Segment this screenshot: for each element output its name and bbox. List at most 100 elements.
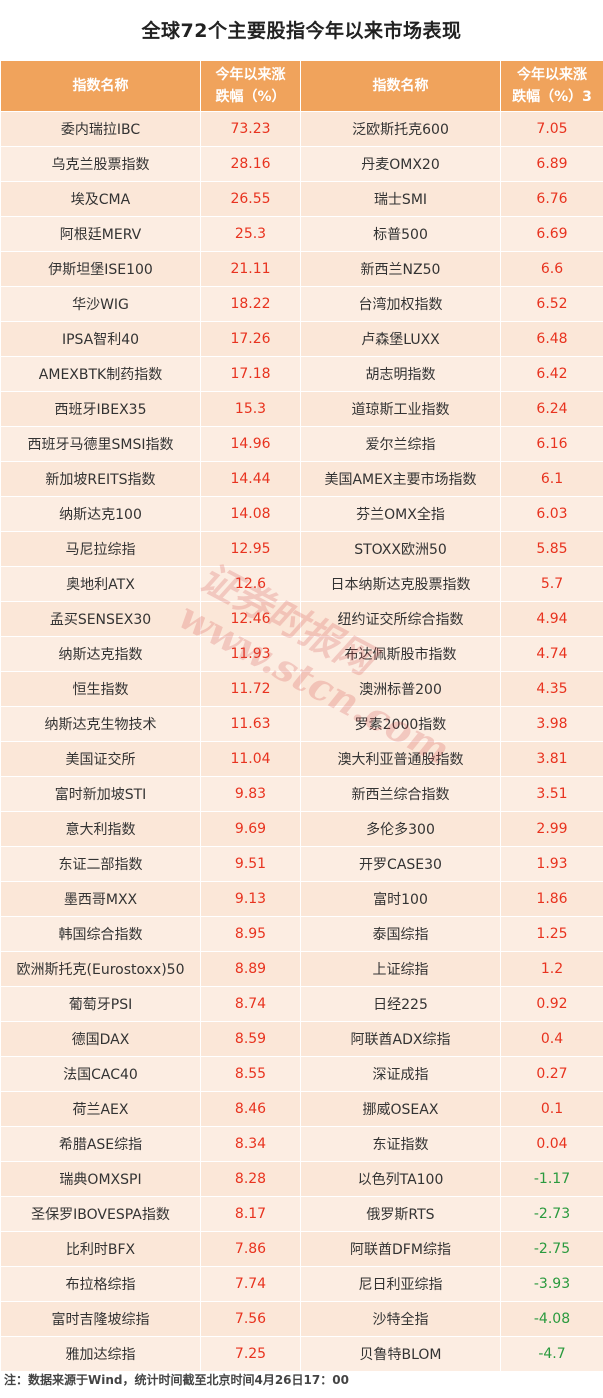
change-value-cell: 6.42 [500, 356, 603, 392]
index-name-cell: 日本纳斯达克股票指数 [300, 566, 501, 602]
index-name-cell: 新西兰NZ50 [300, 251, 501, 287]
table-row: 瑞典OMXSPI 8.28 以色列TA100 -1.17 [0, 1161, 603, 1197]
index-name-cell: 意大利指数 [0, 811, 201, 847]
change-value-cell: 11.63 [200, 706, 301, 742]
index-name-cell: 墨西哥MXX [0, 881, 201, 917]
change-value-cell: 15.3 [200, 391, 301, 427]
change-value-cell: 1.93 [500, 846, 603, 882]
table-row: 法国CAC40 8.55 深证成指 0.27 [0, 1056, 603, 1092]
index-name-cell: 美国证交所 [0, 741, 201, 777]
change-value-cell: 9.13 [200, 881, 301, 917]
index-name-cell: 恒生指数 [0, 671, 201, 707]
table-row: 希腊ASE综指 8.34 东证指数 0.04 [0, 1126, 603, 1162]
source-note: 注：数据来源于Wind，统计时间截至北京时间4月26日17：00 [4, 1373, 349, 1387]
change-value-cell: 6.52 [500, 286, 603, 322]
change-value-cell: 26.55 [200, 181, 301, 217]
change-value-cell: 12.6 [200, 566, 301, 602]
index-name-cell: 开罗CASE30 [300, 846, 501, 882]
change-value-cell: 4.35 [500, 671, 603, 707]
change-value-cell: 6.76 [500, 181, 603, 217]
index-name-cell: 澳洲标普200 [300, 671, 501, 707]
index-name-cell: 西班牙马德里SMSI指数 [0, 426, 201, 462]
change-value-cell: 7.86 [200, 1231, 301, 1267]
index-name-cell: 布拉格综指 [0, 1266, 201, 1302]
index-name-cell: 富时吉隆坡综指 [0, 1301, 201, 1337]
header-label: 指数名称 [72, 78, 129, 94]
change-value-cell: 8.46 [200, 1091, 301, 1127]
index-name-cell: 葡萄牙PSI [0, 986, 201, 1022]
index-name-cell: 东证指数 [300, 1126, 501, 1162]
change-value-cell: 11.72 [200, 671, 301, 707]
table-row: 墨西哥MXX 9.13 富时100 1.86 [0, 881, 603, 917]
change-value-cell: 28.16 [200, 146, 301, 182]
change-value-cell: 25.3 [200, 216, 301, 252]
index-name-cell: 阿联酋DFM综指 [300, 1231, 501, 1267]
table-row: 圣保罗IBOVESPA指数 8.17 俄罗斯RTS -2.73 [0, 1196, 603, 1232]
table-row: 乌克兰股票指数 28.16 丹麦OMX20 6.89 [0, 146, 603, 182]
change-value-cell: 0.92 [500, 986, 603, 1022]
index-name-cell: 法国CAC40 [0, 1056, 201, 1092]
table-row: 韩国综合指数 8.95 泰国综指 1.25 [0, 916, 603, 952]
change-value-cell: 0.1 [500, 1091, 603, 1127]
change-value-cell: 14.96 [200, 426, 301, 462]
index-name-cell: 纳斯达克指数 [0, 636, 201, 672]
change-value-cell: 6.16 [500, 426, 603, 462]
change-value-cell: 9.69 [200, 811, 301, 847]
change-value-cell: -4.08 [500, 1301, 603, 1337]
change-value-cell: 8.59 [200, 1021, 301, 1057]
index-name-cell: AMEXBTK制药指数 [0, 356, 201, 392]
index-name-cell: 华沙WIG [0, 286, 201, 322]
index-name-cell: 东证二部指数 [0, 846, 201, 882]
change-value-cell: 6.69 [500, 216, 603, 252]
index-name-cell: 沙特全指 [300, 1301, 501, 1337]
index-name-cell: 埃及CMA [0, 181, 201, 217]
index-name-cell: 马尼拉综指 [0, 531, 201, 567]
change-value-cell: 3.81 [500, 741, 603, 777]
change-value-cell: -2.75 [500, 1231, 603, 1267]
index-name-cell: 新西兰综合指数 [300, 776, 501, 812]
change-value-cell: 6.1 [500, 461, 603, 497]
page-title: 全球72个主要股指今年以来市场表现 [141, 20, 462, 42]
change-value-cell: 3.51 [500, 776, 603, 812]
change-value-cell: -4.7 [500, 1336, 603, 1372]
table-header-row: 指数名称 今年以来涨 跌幅（%） 指数名称 今年以来涨 跌幅（%）3 [0, 60, 603, 112]
index-name-cell: 西班牙IBEX35 [0, 391, 201, 427]
change-value-cell: 9.51 [200, 846, 301, 882]
index-name-cell: 罗素2000指数 [300, 706, 501, 742]
change-value-cell: 6.24 [500, 391, 603, 427]
index-name-cell: 瑞士SMI [300, 181, 501, 217]
change-value-cell: 8.89 [200, 951, 301, 987]
index-name-cell: 新加坡REITS指数 [0, 461, 201, 497]
table-row: IPSA智利40 17.26 卢森堡LUXX 6.48 [0, 321, 603, 357]
index-name-cell: 日经225 [300, 986, 501, 1022]
table-row: 富时吉隆坡综指 7.56 沙特全指 -4.08 [0, 1301, 603, 1337]
table-row: 比利时BFX 7.86 阿联酋DFM综指 -2.75 [0, 1231, 603, 1267]
change-value-cell: -2.73 [500, 1196, 603, 1232]
change-value-cell: 8.95 [200, 916, 301, 952]
change-value-cell: 5.7 [500, 566, 603, 602]
index-performance-table: 指数名称 今年以来涨 跌幅（%） 指数名称 今年以来涨 跌幅（%）3 委内瑞拉I… [0, 60, 603, 1372]
index-name-cell: 俄罗斯RTS [300, 1196, 501, 1232]
table-row: 埃及CMA 26.55 瑞士SMI 6.76 [0, 181, 603, 217]
header-index-name-right: 指数名称 [300, 60, 501, 112]
table-row: 纳斯达克指数 11.93 布达佩斯股市指数 4.74 [0, 636, 603, 672]
change-value-cell: 6.6 [500, 251, 603, 287]
change-value-cell: 18.22 [200, 286, 301, 322]
index-name-cell: 爱尔兰综指 [300, 426, 501, 462]
index-name-cell: 澳大利亚普通股指数 [300, 741, 501, 777]
index-name-cell: 尼日利亚综指 [300, 1266, 501, 1302]
table-row: 纳斯达克100 14.08 芬兰OMX全指 6.03 [0, 496, 603, 532]
index-name-cell: 乌克兰股票指数 [0, 146, 201, 182]
header-label: 今年以来涨 [215, 67, 286, 83]
table-row: 荷兰AEX 8.46 挪威OSEAX 0.1 [0, 1091, 603, 1127]
index-name-cell: 荷兰AEX [0, 1091, 201, 1127]
index-name-cell: 芬兰OMX全指 [300, 496, 501, 532]
change-value-cell: 7.74 [200, 1266, 301, 1302]
change-value-cell: 1.25 [500, 916, 603, 952]
table-row: 新加坡REITS指数 14.44 美国AMEX主要市场指数 6.1 [0, 461, 603, 497]
change-value-cell: 2.99 [500, 811, 603, 847]
index-name-cell: 台湾加权指数 [300, 286, 501, 322]
change-value-cell: 9.83 [200, 776, 301, 812]
index-name-cell: 标普500 [300, 216, 501, 252]
index-name-cell: IPSA智利40 [0, 321, 201, 357]
